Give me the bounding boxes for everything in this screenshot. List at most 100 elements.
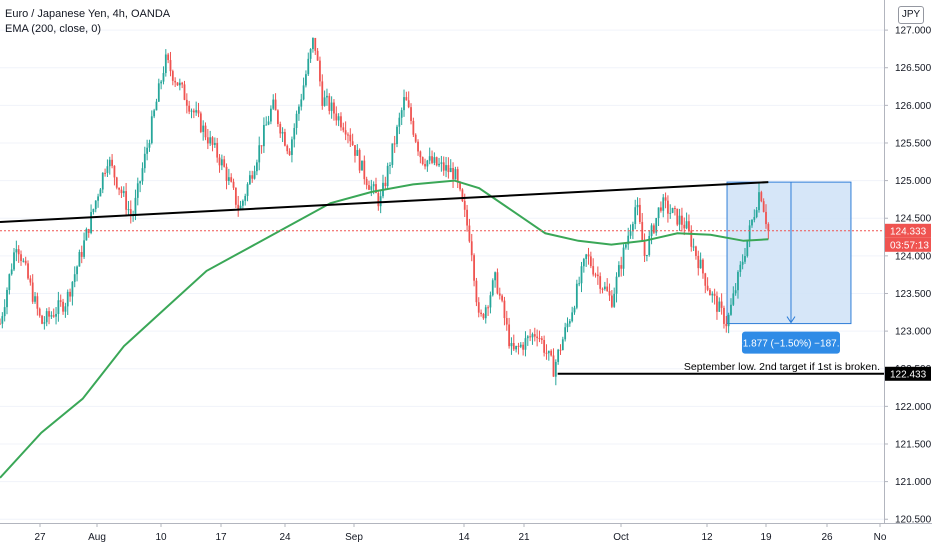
candle-body: [185, 99, 188, 106]
candle-body: [613, 293, 616, 307]
candle-body: [617, 265, 620, 277]
measure-label: −1.877 (−1.50%) −187.7: [737, 331, 845, 354]
candle-body: [344, 130, 347, 135]
candle-body: [536, 336, 539, 339]
candle-body: [342, 127, 345, 131]
candle-body: [723, 307, 725, 324]
measure-range-box[interactable]: [726, 181, 852, 325]
candle-body: [153, 110, 156, 117]
candle-body: [213, 142, 216, 145]
candle-body: [475, 280, 478, 303]
candle-body: [631, 224, 634, 232]
candles: [0, 37, 770, 386]
candle-body: [288, 151, 291, 155]
candle-body: [753, 216, 756, 220]
candle-body: [354, 145, 356, 156]
candle-body: [122, 191, 125, 194]
candle-body: [0, 323, 1, 325]
candle-body: [461, 189, 464, 201]
candle-body: [262, 125, 265, 147]
candle-body: [29, 278, 32, 283]
symbol-title[interactable]: Euro / Japanese Yen, 4h, OANDA: [5, 8, 171, 20]
candle-body: [454, 169, 457, 180]
candle-body: [760, 192, 763, 202]
candle-body: [699, 259, 702, 269]
candle-body: [601, 288, 604, 290]
candle-body: [610, 295, 613, 307]
candle-body: [384, 182, 387, 187]
candle-body: [365, 179, 368, 186]
candle-body: [237, 204, 240, 210]
candle-body: [279, 123, 282, 134]
measure-box[interactable]: [726, 181, 852, 325]
candle-body: [57, 300, 60, 314]
price-tick-label: 122.000: [895, 402, 932, 413]
time-tick-label: 19: [760, 532, 772, 543]
candle-body: [59, 300, 62, 302]
measure-arrow-head: [786, 316, 796, 324]
time-tick-label: 10: [155, 532, 167, 543]
candle-body: [85, 229, 88, 241]
candle-body: [482, 314, 485, 319]
candle-body: [234, 187, 237, 205]
time-tick-label: No: [874, 532, 887, 543]
candle-body: [309, 49, 312, 59]
candle-body: [407, 100, 410, 108]
candle-body: [270, 108, 272, 122]
price-tick-label: 123.000: [895, 327, 932, 338]
candle-body: [615, 276, 618, 294]
candle-body: [15, 249, 18, 253]
candle-body: [13, 252, 15, 270]
candle-body: [741, 261, 744, 265]
candle-body: [473, 255, 475, 281]
price-axis[interactable]: 127.000 126.500 126.000 125.500 125.000 124.5…: [884, 0, 932, 550]
candle-body: [765, 211, 767, 225]
candle-body: [115, 177, 118, 188]
candle-body: [192, 110, 195, 113]
candle-body: [258, 145, 261, 163]
candle-body: [298, 106, 300, 114]
candle-body: [293, 127, 296, 140]
candle-body: [709, 289, 711, 296]
candle-body: [272, 99, 275, 109]
candle-body: [671, 208, 674, 213]
candle-body: [452, 168, 454, 180]
candle-body: [27, 263, 29, 279]
candle-body: [398, 117, 401, 127]
currency-badge[interactable]: JPY: [898, 6, 924, 24]
candle-body: [767, 224, 770, 231]
price-tick-label: 127.000: [895, 26, 932, 37]
candle-body: [582, 258, 585, 267]
candle-body: [255, 162, 258, 172]
trendline[interactable]: [0, 181, 769, 223]
candle-body: [400, 110, 403, 118]
candle-body: [622, 247, 625, 269]
candle-body: [48, 311, 50, 317]
candle-body: [232, 181, 235, 188]
candle-body: [391, 143, 394, 165]
candle-body: [440, 162, 443, 164]
candle-body: [267, 121, 270, 125]
candle-body: [328, 95, 331, 111]
candle-body: [573, 307, 576, 313]
candle-body: [751, 219, 753, 226]
indicator-title[interactable]: EMA (200, close, 0): [5, 23, 101, 35]
candle-body: [697, 255, 700, 269]
candle-body: [568, 321, 571, 324]
candle-body: [433, 157, 436, 163]
candle-body: [274, 99, 277, 111]
candle-body: [650, 225, 653, 237]
candle-body: [456, 169, 459, 183]
time-axis[interactable]: 27 Aug 10 17 24 Sep 14 21 Oct 12 19 26 No: [0, 523, 932, 550]
candle-body: [683, 224, 686, 229]
candle-body: [204, 125, 207, 138]
candle-body: [368, 185, 370, 190]
candle-body: [162, 73, 165, 82]
candle-body: [487, 307, 489, 309]
price-tick-label: 124.500: [895, 214, 932, 225]
candle-body: [94, 200, 97, 210]
candle-body: [438, 163, 440, 166]
candle-body: [113, 165, 116, 178]
candle-body: [758, 192, 760, 211]
